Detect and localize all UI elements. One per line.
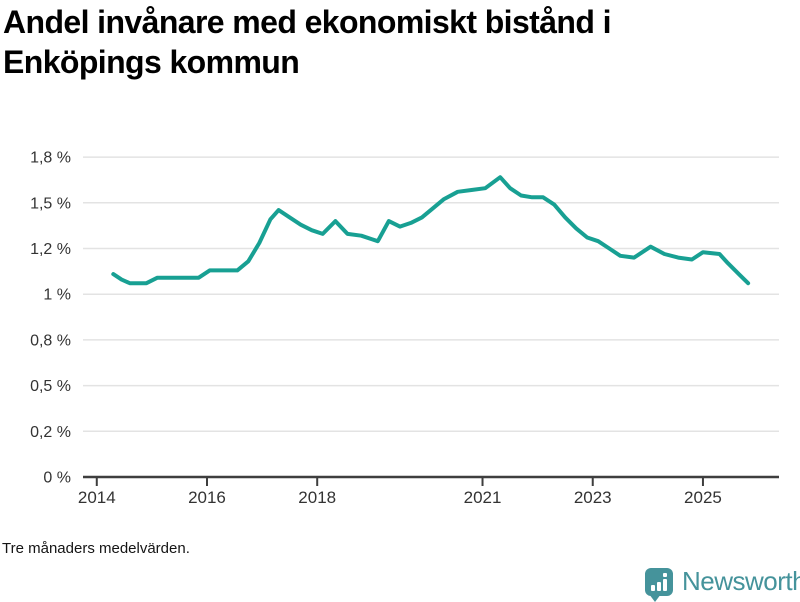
y-axis-tick-label: 1 % [43,287,71,304]
chart-title-line2: Enköpings kommun [3,44,300,80]
y-axis-tick-label: 1,5 % [30,195,71,212]
chart-title: Andel invånare med ekonomiskt bistånd i … [3,2,611,82]
y-axis-tick-label: 1,2 % [30,241,71,258]
x-axis-tick-label: 2025 [684,488,722,507]
y-axis-tick-label: 0,2 % [30,424,71,441]
footnote: Tre månaders medelvärden. [2,540,190,557]
chart-title-line1: Andel invånare med ekonomiskt bistånd i [3,4,611,40]
x-axis-tick-label: 2016 [188,488,226,507]
x-axis-tick-label: 2014 [78,488,116,507]
y-axis-tick-label: 0,8 % [30,332,71,349]
y-axis-tick-label: 0,5 % [30,378,71,395]
y-axis-tick-label: 0 % [43,470,71,487]
x-axis-tick-label: 2023 [574,488,612,507]
x-axis-tick-label: 2021 [464,488,502,507]
newsworthy-wordmark: Newsworthy [682,566,800,596]
y-axis-tick-label: 1,8 % [30,150,71,167]
bar-chart-speech-bubble-icon [645,567,673,602]
x-axis-tick-label: 2018 [298,488,336,507]
newsworthy-logo[interactable]: Newsworthy [645,566,800,602]
data-line [111,175,751,286]
